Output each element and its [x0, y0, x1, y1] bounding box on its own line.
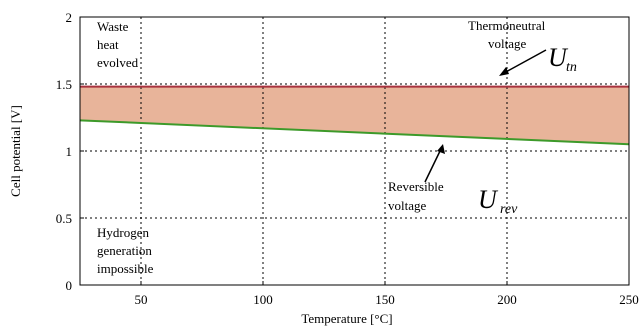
tick-labels: 50 100 150 200 250 0 0.5 1 1.5 2	[56, 10, 639, 307]
y-tick-label-2: 1	[66, 144, 73, 159]
y-tick-label-0: 0	[66, 278, 73, 293]
annotation-reversible-line2: voltage	[388, 198, 426, 213]
x-tick-label-250: 250	[619, 292, 639, 307]
grid	[80, 17, 629, 285]
annotation-hydrogen-line3: impossible	[97, 261, 154, 276]
annotation-reversible-line1: Reversible	[388, 179, 444, 194]
x-tick-label-200: 200	[497, 292, 517, 307]
tick-marks	[80, 16, 630, 286]
annotation-hydrogen-line2: generation	[97, 243, 152, 258]
arrow-thermoneutral	[503, 49, 547, 74]
annotation-waste-line1: Waste	[97, 19, 129, 34]
y-axis-title: Cell potential [V]	[8, 105, 23, 197]
energy-gap-fill	[80, 86, 629, 145]
x-tick-label-100: 100	[253, 292, 273, 307]
arrow-reversible-head	[437, 144, 445, 154]
symbol-u-rev: U	[478, 185, 499, 214]
y-tick-label-1: 0.5	[56, 211, 72, 226]
annotation-waste-line3: evolved	[97, 55, 139, 70]
annotation-waste-line2: heat	[97, 37, 119, 52]
symbol-u-rev-subscript: rev	[500, 202, 518, 217]
x-tick-label-50: 50	[135, 292, 148, 307]
x-tick-label-150: 150	[375, 292, 395, 307]
arrow-reversible	[424, 148, 442, 183]
x-axis-title: Temperature [°C]	[301, 311, 392, 326]
y-tick-label-4: 2	[66, 10, 73, 25]
symbol-u-tn: U	[548, 43, 569, 72]
symbol-u-tn-subscript: tn	[566, 60, 577, 75]
annotation-thermoneutral-line2: voltage	[488, 36, 526, 51]
reversible-voltage-line	[79, 119, 630, 146]
annotation-thermoneutral-line1: Thermoneutral	[468, 18, 546, 33]
annotation-hydrogen-line1: Hydrogen	[97, 225, 149, 240]
arrow-thermoneutral-head	[499, 67, 509, 76]
y-tick-label-3: 1.5	[56, 77, 72, 92]
